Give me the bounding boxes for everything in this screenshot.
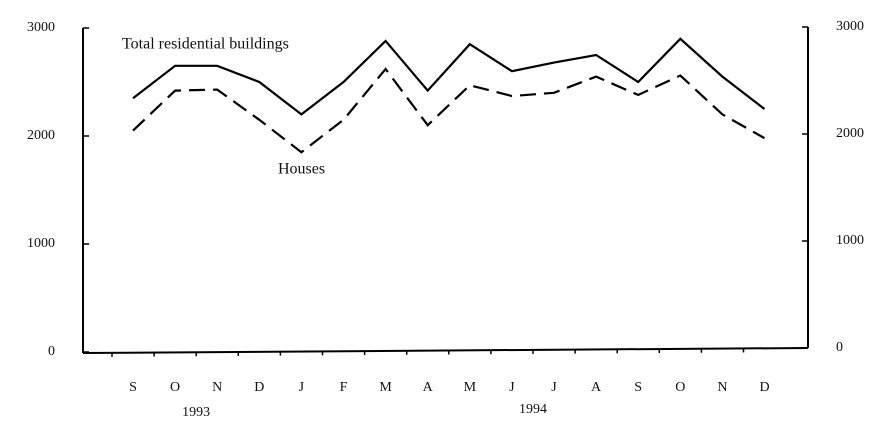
x-tick-label: J bbox=[509, 380, 515, 395]
x-tick-label: O bbox=[675, 380, 685, 395]
x-tick-label: M bbox=[464, 380, 477, 395]
x-tick-label: J bbox=[299, 380, 305, 395]
y2-tick-label: 3000 bbox=[836, 19, 864, 34]
year-label: 1994 bbox=[519, 402, 547, 417]
x-tick-label: S bbox=[129, 380, 137, 395]
y-tick-label: 1000 bbox=[27, 236, 55, 251]
x-tick-label: S bbox=[634, 380, 642, 395]
line-series bbox=[132, 37, 766, 116]
y-tick-label: 3000 bbox=[27, 20, 55, 35]
x-tick-label: D bbox=[759, 380, 769, 395]
line-series bbox=[132, 67, 766, 154]
x-axis bbox=[82, 347, 809, 354]
x-tick-label: A bbox=[423, 380, 434, 395]
series-label: Houses bbox=[278, 161, 325, 178]
y-tick-label: 0 bbox=[48, 344, 55, 359]
series-label: Total residential buildings bbox=[122, 36, 289, 53]
x-tick-label: J bbox=[551, 380, 557, 395]
x-tick-label: N bbox=[212, 380, 222, 395]
y2-tick-label: 1000 bbox=[836, 233, 864, 248]
x-tick-label: N bbox=[717, 380, 727, 395]
x-tick-label: F bbox=[340, 380, 348, 395]
y-tick-label: 2000 bbox=[27, 128, 55, 143]
x-tick-label: M bbox=[379, 380, 392, 395]
y2-tick-label: 2000 bbox=[836, 126, 864, 141]
x-tick-label: D bbox=[254, 380, 264, 395]
x-tick-label: O bbox=[170, 380, 180, 395]
y2-tick-label: 0 bbox=[836, 340, 843, 355]
x-tick-label: A bbox=[591, 380, 602, 395]
year-label: 1993 bbox=[182, 405, 210, 420]
